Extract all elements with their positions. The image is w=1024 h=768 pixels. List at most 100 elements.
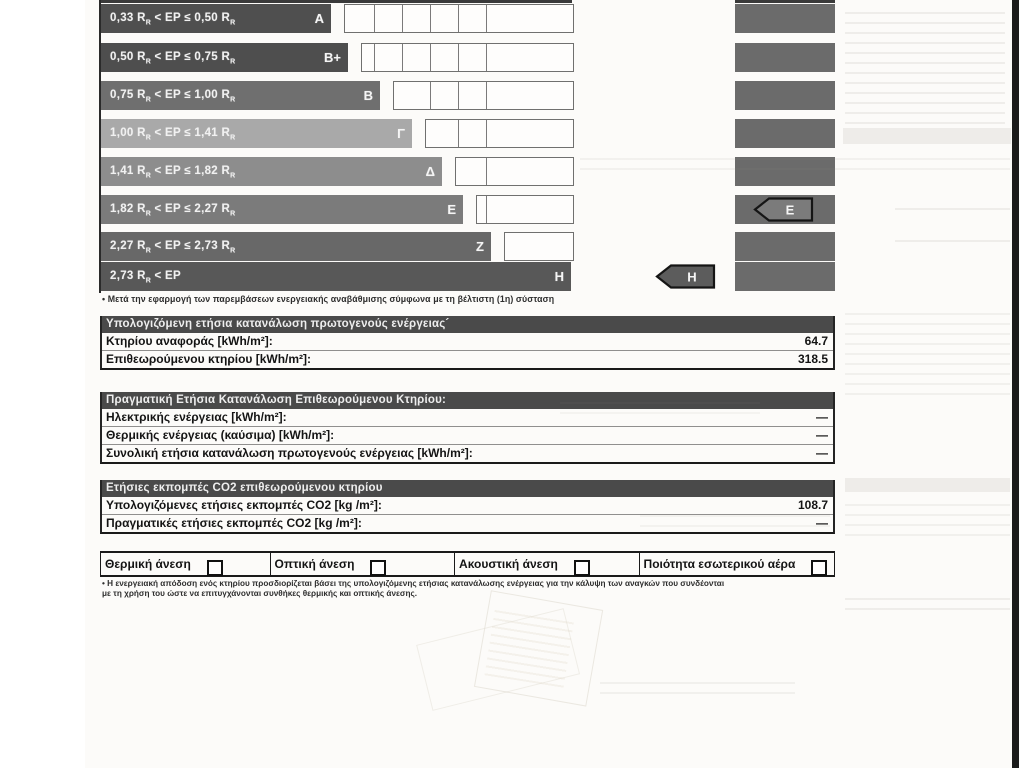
ghost-bleed-through xyxy=(895,200,1010,210)
co2-emissions-table: Ετήσιες εκπομπές CO2 επιθεωρούμενου κτηρ… xyxy=(100,480,835,534)
scale-right-column-segment xyxy=(735,4,835,33)
scale-bar-B: 0,75 RR < EP ≤ 1,00 RR B xyxy=(101,81,380,110)
ghost-bleed-through xyxy=(640,515,830,527)
section-row: Πραγματικές ετήσιες εκπομπές CO2 [kg /m²… xyxy=(102,515,833,532)
scale-range-label: 1,00 RR < EP ≤ 1,41 RR xyxy=(110,127,236,142)
row-value: 318.5 xyxy=(797,352,828,366)
acoustic-comfort-cell: Ακουστική άνεση xyxy=(455,553,640,576)
scale-bar-B+: 0,50 RR < EP ≤ 0,75 RR B+ xyxy=(101,43,348,72)
scale-class-letter: Δ xyxy=(425,164,435,179)
svg-text:E: E xyxy=(786,203,795,218)
ghost-bleed-through xyxy=(845,6,1005,64)
cell-divider xyxy=(486,82,487,109)
scale-class-letter: Γ xyxy=(397,126,405,141)
section-row: Επιθεωρούμενου κτηρίου [kWh/m²]: 318.5 xyxy=(102,351,833,368)
class-H-arrow-icon: H xyxy=(655,264,716,289)
calculated-primary-consumption-table: Υπολογιζόμενη ετήσια κατανάλωση πρωτογεν… xyxy=(100,316,835,370)
ghost-bleed-through xyxy=(895,232,1010,242)
scale-grid-cells xyxy=(393,81,574,110)
scale-right-column-segment xyxy=(735,262,835,291)
section-row: Ηλεκτρικής ενέργειας [kWh/m²]: — xyxy=(102,409,833,427)
cell-divider xyxy=(458,44,459,71)
row-label: Πραγματικές ετήσιες εκπομπές CO2 [kg /m²… xyxy=(106,516,362,530)
scale-footnote: • Μετά την εφαρμογή των παρεμβάσεων ενερ… xyxy=(102,294,555,304)
section-row: Θερμικής ενέργειας (καύσιμα) [kWh/m²]: — xyxy=(102,427,833,445)
section-header: Ετήσιες εκπομπές CO2 επιθεωρούμενου κτηρ… xyxy=(102,480,833,497)
scale-range-label: 1,82 RR < EP ≤ 2,27 RR xyxy=(110,203,236,218)
cell-divider xyxy=(486,120,487,147)
actual-annual-consumption-table: Πραγματική Ετήσια Κατανάλωση Επιθεωρούμε… xyxy=(100,392,835,464)
row-value: — xyxy=(816,410,828,424)
footnote-line-1: • Η ενεργειακή απόδοση ενός κτηρίου προσ… xyxy=(102,579,725,588)
scale-range-label: 0,75 RR < EP ≤ 1,00 RR xyxy=(110,89,236,104)
scale-class-letter: E xyxy=(447,202,456,217)
faint-stamp-impression xyxy=(416,590,638,721)
scale-grid-cells xyxy=(344,4,574,33)
row-label: Συνολική ετήσια κατανάλωση πρωτογενούς ε… xyxy=(106,446,473,460)
cell-divider xyxy=(458,120,459,147)
scale-range-label: 2,27 RR < EP ≤ 2,73 RR xyxy=(110,240,236,255)
indoor-air-quality-checkbox xyxy=(811,560,828,576)
ghost-bleed-through xyxy=(845,305,1010,395)
thermal-comfort-cell: Θερμική άνεση xyxy=(101,553,271,576)
cell-divider xyxy=(402,5,403,32)
scale-bar-H: 2,73 RR < EP H xyxy=(101,262,571,291)
scale-right-column-segment xyxy=(735,81,835,110)
cell-divider xyxy=(430,82,431,109)
scale-bar-Z: 2,27 RR < EP ≤ 2,73 RR Z xyxy=(101,232,491,261)
section-row: Κτηρίου αναφοράς [kWh/m²]: 64.7 xyxy=(102,333,833,351)
scale-range-label: 2,73 RR < EP xyxy=(110,270,181,285)
cell-divider xyxy=(430,5,431,32)
scale-right-column-segment xyxy=(735,157,835,186)
scale-grid-cells xyxy=(425,119,574,148)
scale-right-column-segment xyxy=(735,119,835,148)
visual-comfort-checkbox xyxy=(370,560,387,576)
scan-edge-line xyxy=(1012,0,1019,768)
ghost-bleed-through xyxy=(843,128,1011,144)
section-row: Υπολογιζόμενες ετήσιες εκπομπές CO2 [kg … xyxy=(102,497,833,515)
ghost-bleed-through xyxy=(580,152,1010,170)
scale-bar-Δ: 1,41 RR < EP ≤ 1,82 RR Δ xyxy=(101,157,442,186)
scale-range-label: 1,41 RR < EP ≤ 1,82 RR xyxy=(110,165,236,180)
cell-divider xyxy=(486,158,487,185)
cell-divider xyxy=(458,5,459,32)
thermal-comfort-checkbox xyxy=(206,560,223,576)
scale-right-column-segment: E xyxy=(735,195,835,224)
section-header: Πραγματική Ετήσια Κατανάλωση Επιθεωρούμε… xyxy=(102,392,833,409)
cell-divider xyxy=(374,44,375,71)
row-value: 108.7 xyxy=(797,498,828,512)
stamp-text-smudge xyxy=(484,606,575,688)
acoustic-comfort-checkbox xyxy=(573,560,590,576)
scale-grid-cells xyxy=(504,232,574,261)
ghost-bleed-through xyxy=(845,496,1010,536)
cell-divider xyxy=(486,44,487,71)
ghost-bleed-through xyxy=(845,598,1010,610)
scale-class-letter: Z xyxy=(476,239,484,254)
cell-divider xyxy=(402,44,403,71)
row-value: — xyxy=(816,428,828,442)
scale-bar-Γ: 1,00 RR < EP ≤ 1,41 RR Γ xyxy=(101,119,412,148)
thermal-comfort-label: Θερμική άνεση xyxy=(105,557,191,571)
ghost-bleed-through xyxy=(845,72,1005,124)
cutoff-column-remnant xyxy=(735,0,835,3)
scale-bar-E: 1,82 RR < EP ≤ 2,27 RR E xyxy=(101,195,463,224)
scale-right-column-segment xyxy=(735,232,835,261)
section-row: Συνολική ετήσια κατανάλωση πρωτογενούς ε… xyxy=(102,445,833,462)
row-label: Ηλεκτρικής ενέργειας [kWh/m²]: xyxy=(106,410,287,424)
scale-class-letter: H xyxy=(554,269,564,284)
current-class-arrow: E xyxy=(753,196,815,228)
cell-divider xyxy=(430,44,431,71)
energy-performance-footnote: • Η ενεργειακή απόδοση ενός κτηρίου προσ… xyxy=(102,579,842,599)
comfort-criteria-bar: Θερμική άνεση Οπτική άνεση Ακουστική άνεση… xyxy=(100,551,835,577)
row-value: — xyxy=(816,446,828,460)
scale-class-letter: B xyxy=(363,88,373,103)
scale-bar-A: 0,33 RR < EP ≤ 0,50 RR A xyxy=(101,4,331,33)
row-value: — xyxy=(816,516,828,530)
row-label: Κτηρίου αναφοράς [kWh/m²]: xyxy=(106,334,273,348)
scale-class-letter: B+ xyxy=(324,50,341,65)
cell-divider xyxy=(486,196,487,223)
scale-grid-cells xyxy=(476,195,574,224)
ghost-bleed-through xyxy=(560,400,760,414)
cell-divider xyxy=(374,5,375,32)
